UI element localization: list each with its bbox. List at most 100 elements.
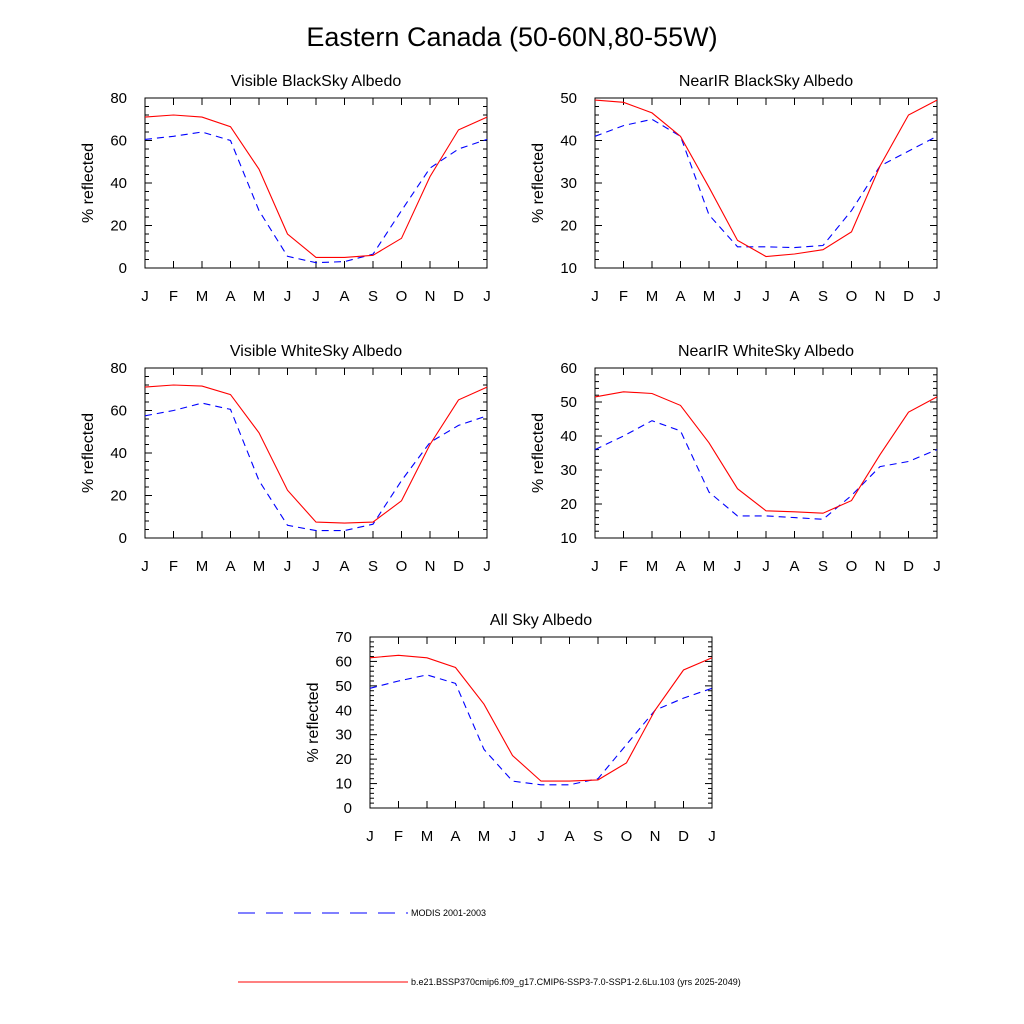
model-series-line [144,114,488,258]
y-tick-label: 40 [560,133,577,150]
x-tick-label: J [366,828,374,845]
x-tick-label: A [225,288,235,305]
y-tick-label: 20 [560,218,577,235]
panel-title: NearIR BlackSky Albedo [679,73,853,90]
model-series-line [369,654,713,782]
x-tick-label: D [678,828,689,845]
x-tick-label: O [621,828,633,845]
x-tick-label: S [593,828,603,845]
x-tick-label: N [650,828,661,845]
x-tick-label: A [339,288,349,305]
y-tick-label: 60 [110,403,127,420]
plot-frame [144,367,488,539]
x-tick-label: M [253,558,266,575]
x-tick-label: J [312,288,320,305]
y-axis-label: % reflected [530,143,547,223]
y-axis-label: % reflected [80,143,97,223]
x-tick-label: A [789,288,799,305]
y-tick-label: 20 [110,218,127,235]
x-tick-label: J [141,558,149,575]
x-tick-label: J [933,288,941,305]
x-tick-label: M [478,828,491,845]
y-tick-label: 0 [119,260,127,277]
model-series-line [144,384,488,524]
x-tick-label: F [169,558,178,575]
x-tick-label: J [509,828,517,845]
legend-obs-label: MODIS 2001-2003 [411,908,486,918]
x-tick-label: A [450,828,460,845]
x-tick-label: F [394,828,403,845]
x-tick-label: J [312,558,320,575]
y-tick-label: 50 [560,90,577,107]
x-tick-label: A [789,558,799,575]
x-tick-label: J [762,288,770,305]
x-tick-label: M [196,288,209,305]
x-tick-label: N [875,558,886,575]
x-tick-label: J [141,288,149,305]
x-tick-label: M [703,288,716,305]
y-tick-label: 0 [344,800,352,817]
y-axis-label: % reflected [80,413,97,493]
x-tick-label: J [933,558,941,575]
x-tick-label: N [425,558,436,575]
x-tick-label: J [284,288,292,305]
panel-title: Visible WhiteSky Albedo [230,343,402,360]
y-tick-label: 30 [560,175,577,192]
plot-frame [144,97,488,269]
x-tick-label: O [846,558,858,575]
y-tick-label: 0 [119,530,127,547]
y-tick-label: 10 [560,260,577,277]
x-tick-label: M [253,288,266,305]
model-series-line [594,391,938,514]
y-axis-label: % reflected [530,413,547,493]
x-tick-label: S [818,288,828,305]
x-tick-label: D [453,558,464,575]
x-tick-label: O [396,288,408,305]
x-tick-label: J [483,288,491,305]
y-tick-label: 40 [110,175,127,192]
x-tick-label: D [903,288,914,305]
plot-frame [369,636,713,809]
obs-series-line [144,402,488,532]
x-tick-label: A [675,288,685,305]
obs-series-line [369,674,713,786]
x-tick-label: M [646,288,659,305]
y-tick-label: 80 [110,90,127,107]
y-tick-label: 40 [335,702,352,719]
x-tick-label: J [734,288,742,305]
x-tick-label: S [818,558,828,575]
x-tick-label: J [537,828,545,845]
x-tick-label: J [591,288,599,305]
y-tick-label: 50 [335,678,352,695]
x-tick-label: A [675,558,685,575]
y-tick-label: 20 [560,496,577,513]
legend: MODIS 2001-2003 b.e21.BSSP370cmip6.f09_g1… [238,908,741,987]
x-tick-label: F [619,288,628,305]
plot-frame [594,97,938,269]
panel-title: All Sky Albedo [490,612,592,629]
x-tick-label: S [368,558,378,575]
x-tick-label: D [903,558,914,575]
x-tick-label: J [762,558,770,575]
y-tick-label: 40 [560,428,577,445]
y-tick-label: 40 [110,445,127,462]
y-tick-label: 60 [560,360,577,377]
x-tick-label: A [339,558,349,575]
y-tick-label: 10 [560,530,577,547]
x-tick-label: J [284,558,292,575]
x-tick-label: N [875,288,886,305]
x-tick-label: N [425,288,436,305]
x-tick-label: M [646,558,659,575]
x-tick-label: M [421,828,434,845]
obs-series-line [594,420,938,520]
y-axis-label: % reflected [305,682,322,762]
x-tick-label: J [483,558,491,575]
panel-title: Visible BlackSky Albedo [231,73,402,90]
y-tick-label: 30 [335,727,352,744]
x-tick-label: M [703,558,716,575]
